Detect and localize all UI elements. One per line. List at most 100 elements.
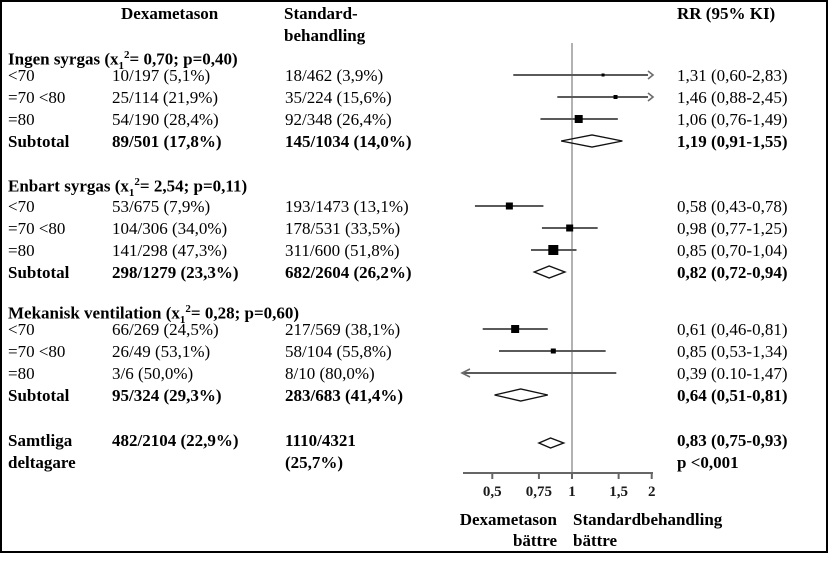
axis-label-dexametason-better: Dexametason bättre <box>420 509 557 551</box>
col-header-standard-2: behandling <box>284 26 366 45</box>
overall-diamond <box>537 437 566 449</box>
group-header-part: 2 <box>185 303 191 315</box>
subtotal-dexa-cell: 298/1279 (23,3%) <box>112 263 239 282</box>
rr-cell: 0,85 (0,53-1,34) <box>677 342 788 361</box>
subtotal-rr-cell: 0,82 (0,72-0,94) <box>677 263 788 282</box>
standard-cell: 58/104 (55,8%) <box>285 342 392 361</box>
subtotal-diamond <box>532 265 567 279</box>
dexa-cell: 26/49 (53,1%) <box>112 342 211 361</box>
group-header: Enbart syrgas (x12= 2,54; p=0,11) <box>8 172 247 203</box>
dexa-cell: 25/114 (21,9%) <box>112 88 219 107</box>
point-estimate-marker <box>566 224 574 232</box>
row-label-cell: =70 <80 <box>8 342 66 361</box>
group-header: Mekanisk ventilation (x12= 0,28; p=0,60) <box>8 299 299 330</box>
group-header-part: 2 <box>134 176 140 188</box>
rr-cell: 0,61 (0,46-0,81) <box>677 320 788 339</box>
overall-p-value: p <0,001 <box>677 453 739 472</box>
row-label-cell: <70 <box>8 320 35 339</box>
standard-cell: 311/600 (51,8%) <box>285 241 400 260</box>
rr-cell: 1,06 (0,76-1,49) <box>677 110 788 129</box>
row-label-cell: =70 <80 <box>8 88 66 107</box>
group-header-part: 1 <box>118 60 125 73</box>
axis-label-left-line1: Dexametason <box>459 510 557 529</box>
axis-label-left-line2: bättre <box>512 531 557 550</box>
arrow-left-icon <box>460 368 471 378</box>
subtotal-dexa-cell: 89/501 (17,8%) <box>112 132 222 151</box>
group-header-part: = 0,28; p=0,60) <box>190 303 300 323</box>
dexa-cell: 66/269 (24,5%) <box>112 320 219 339</box>
overall-rr-cell: 0,83 (0,75-0,93) <box>677 431 788 450</box>
group-header-part: Enbart syrgas (x <box>8 176 129 196</box>
subtotal-diamond <box>561 134 623 148</box>
dexa-cell: 104/306 (34,0%) <box>112 219 228 238</box>
subtotal-dexa-cell: 95/324 (29,3%) <box>112 386 222 405</box>
group-header-part: Ingen syrgas (x <box>8 49 119 69</box>
overall-standard-line1: 1110/4321 <box>285 431 356 450</box>
arrow-right-icon <box>647 92 655 102</box>
rr-cell: 0,85 (0,70-1,04) <box>677 241 788 260</box>
subtotal-rr-cell: 0,64 (0,51-0,81) <box>677 386 788 405</box>
overall-standard-line2: (25,7%) <box>285 453 344 472</box>
row-label-cell: <70 <box>8 66 35 85</box>
col-header-dexametason: Dexametason <box>121 4 219 23</box>
dexa-cell: 141/298 (47,3%) <box>112 241 228 260</box>
tick-label: 1 <box>568 484 576 500</box>
dexa-cell: 53/675 (7,9%) <box>112 197 211 216</box>
point-estimate-marker <box>548 245 559 255</box>
subtotal-label-cell: Subtotal <box>8 386 70 405</box>
axis-label-standard-better: Standardbehandling bättre <box>573 509 722 551</box>
axis-label-right-line1: Standardbehandling <box>573 510 723 529</box>
standard-cell: 92/348 (26,4%) <box>285 110 392 129</box>
subtotal-label-cell: Subtotal <box>8 132 70 151</box>
subtotal-rr-cell: 1,19 (0,91-1,55) <box>677 132 788 151</box>
subtotal-standard-cell: 283/683 (41,4%) <box>285 386 404 405</box>
group-header: Ingen syrgas (x12= 0,70; p=0,40) <box>8 45 238 76</box>
row-label-cell: =80 <box>8 110 35 129</box>
rr-cell: 1,31 (0,60-2,83) <box>677 66 788 85</box>
subtotal-diamond <box>494 388 548 402</box>
rr-cell: 0,39 (0.10-1,47) <box>677 364 788 383</box>
tick-label: 0,5 <box>483 484 502 500</box>
subtotal-label-cell: Subtotal <box>8 263 70 282</box>
rr-cell: 0,58 (0,43-0,78) <box>677 197 788 216</box>
dexa-cell: 54/190 (28,4%) <box>112 110 219 129</box>
standard-cell: 35/224 (15,6%) <box>285 88 392 107</box>
group-header-part: 1 <box>179 314 186 327</box>
standard-cell: 217/569 (38,1%) <box>285 320 401 339</box>
arrow-right-icon <box>647 70 655 80</box>
subtotal-standard-cell: 145/1034 (14,0%) <box>285 132 412 151</box>
group-header-part: = 0,70; p=0,40) <box>129 49 238 69</box>
tick-label: 0,75 <box>526 484 552 500</box>
point-estimate-marker <box>550 348 556 354</box>
col-header-standard-1: Standard- <box>284 4 358 23</box>
tick-label: 2 <box>648 484 656 500</box>
figure-border <box>0 0 828 553</box>
overall-dexa-cell: 482/2104 (22,9%) <box>112 431 239 450</box>
group-header-part: 1 <box>128 187 135 200</box>
row-label-cell: =80 <box>8 241 35 260</box>
point-estimate-marker <box>601 73 605 77</box>
rr-cell: 0,98 (0,77-1,25) <box>677 219 788 238</box>
group-header-part: 2 <box>124 49 130 61</box>
point-estimate-marker <box>511 325 520 333</box>
standard-cell: 8/10 (80,0%) <box>285 364 375 383</box>
group-header-part: = 2,54; p=0,11) <box>139 176 248 196</box>
axis-label-right-line2: bättre <box>573 531 618 550</box>
dexa-cell: 3/6 (50,0%) <box>112 364 194 383</box>
row-label-cell: =80 <box>8 364 35 383</box>
overall-label-line1: Samtliga <box>8 431 73 450</box>
point-estimate-marker <box>613 95 618 99</box>
row-label-cell: =70 <80 <box>8 219 66 238</box>
row-label-cell: <70 <box>8 197 35 216</box>
tick-label: 1,5 <box>609 484 628 500</box>
dexa-cell: 10/197 (5,1%) <box>112 66 211 85</box>
overall-label-line2: deltagare <box>8 453 76 472</box>
col-header-rr: RR (95% KI) <box>677 4 776 23</box>
standard-cell: 18/462 (3,9%) <box>285 66 384 85</box>
rr-cell: 1,46 (0,88-2,45) <box>677 88 788 107</box>
point-estimate-marker <box>505 202 513 210</box>
subtotal-standard-cell: 682/2604 (26,2%) <box>285 263 412 282</box>
standard-cell: 178/531 (33,5%) <box>285 219 401 238</box>
